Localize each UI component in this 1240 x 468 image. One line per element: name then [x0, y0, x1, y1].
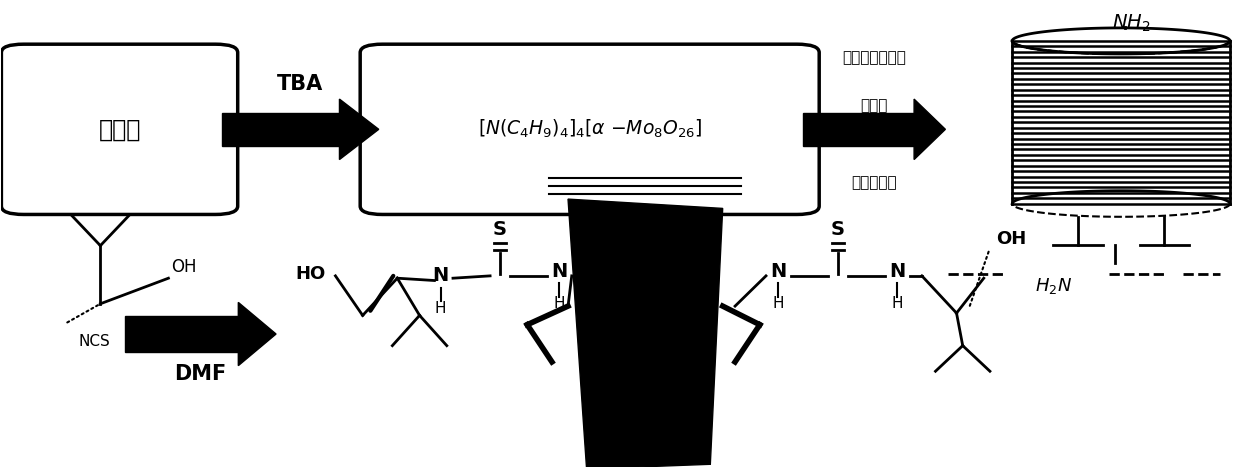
- Text: 乙酸锶: 乙酸锶: [861, 99, 888, 114]
- Text: $NH_2$: $NH_2$: [1112, 13, 1151, 34]
- Text: 三羟基氨基甲烷: 三羟基氨基甲烷: [842, 50, 906, 65]
- Text: OH: OH: [996, 230, 1027, 248]
- Text: H: H: [553, 296, 565, 311]
- Text: H: H: [773, 296, 784, 311]
- FancyBboxPatch shape: [1, 44, 238, 214]
- Text: N: N: [433, 266, 449, 285]
- Polygon shape: [340, 99, 378, 160]
- Text: NCS: NCS: [78, 334, 110, 349]
- Polygon shape: [804, 113, 914, 146]
- Text: N: N: [889, 262, 905, 281]
- FancyBboxPatch shape: [360, 44, 820, 214]
- Polygon shape: [238, 302, 277, 366]
- Polygon shape: [914, 99, 945, 160]
- Text: DMF: DMF: [175, 364, 227, 384]
- Text: $[N(C_4H_9)_4]_4[\alpha\ {-}Mo_8O_{26}]$: $[N(C_4H_9)_4]_4[\alpha\ {-}Mo_8O_{26}]$: [477, 118, 702, 140]
- Text: S: S: [494, 220, 507, 239]
- Text: 乙腓中回流: 乙腓中回流: [852, 176, 897, 190]
- Text: H: H: [892, 296, 903, 311]
- Text: OH: OH: [171, 258, 196, 276]
- Text: TBA: TBA: [277, 74, 324, 95]
- Polygon shape: [125, 316, 238, 351]
- Text: N: N: [552, 262, 568, 281]
- Text: $H_2N$: $H_2N$: [1034, 276, 1071, 296]
- Text: 馒酸锁: 馒酸锁: [98, 117, 140, 141]
- Polygon shape: [568, 199, 723, 468]
- Text: S: S: [831, 220, 844, 239]
- Polygon shape: [222, 113, 340, 146]
- Text: N: N: [770, 262, 786, 281]
- Text: H: H: [435, 301, 446, 316]
- Text: HO: HO: [296, 264, 326, 283]
